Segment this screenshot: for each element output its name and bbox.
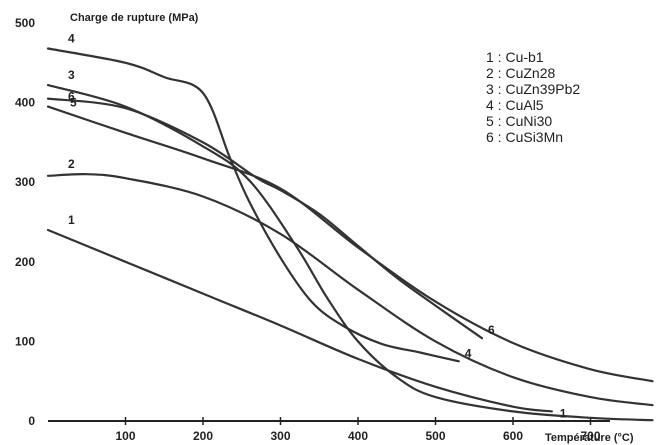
legend-entry: 6 : CuSi3Mn	[486, 129, 563, 145]
x-tick-label: 600	[503, 429, 523, 443]
series-line-5	[46, 105, 654, 383]
y-tick-label: 300	[15, 175, 35, 189]
y-axis-title: Charge de rupture (MPa)	[70, 12, 199, 24]
curve-start-label-1: 1	[68, 213, 75, 227]
series-line-3	[46, 84, 654, 422]
series-line-1	[46, 228, 553, 413]
y-tick-label: 200	[15, 255, 35, 269]
series-line-2	[46, 173, 654, 407]
curves-group	[46, 47, 654, 422]
curve-start-label-4: 4	[68, 31, 75, 45]
curve-start-label-6: 6	[68, 90, 75, 104]
curve-start-label-2: 2	[68, 157, 75, 171]
legend-entry: 4 : CuAl5	[486, 97, 544, 113]
legend-entry: 5 : CuNi30	[486, 113, 552, 129]
curve-end-label-1: 1	[560, 406, 567, 420]
x-tick-label: 400	[348, 429, 368, 443]
y-tick-label: 500	[15, 16, 35, 30]
x-tick-label: 300	[270, 429, 290, 443]
curve-end-label-6: 6	[488, 323, 495, 337]
legend-entry: 3 : CuZn39Pb2	[486, 81, 580, 97]
y-tick-label: 400	[15, 96, 35, 110]
curve-end-label-4: 4	[465, 346, 472, 360]
y-tick-label: 0	[28, 414, 35, 428]
y-tick-label: 100	[15, 334, 35, 348]
curve-start-label-3: 3	[68, 68, 75, 82]
x-axis-ticks: 100 200 300 400 500 600 700	[115, 417, 601, 443]
curve-start-label-5: 5	[70, 96, 77, 110]
y-axis-ticks: 0 100 200 300 400 500	[15, 16, 35, 428]
x-tick-label: 700	[580, 429, 600, 443]
curve-labels-group: 112233445566	[68, 31, 567, 420]
legend-entry: 2 : CuZn28	[486, 65, 555, 81]
x-tick-label: 200	[193, 429, 213, 443]
legend-entry: 1 : Cu-b1	[486, 49, 544, 65]
x-tick-label: 100	[115, 429, 135, 443]
series-line-4	[46, 47, 460, 363]
series-line-6	[46, 97, 484, 340]
x-tick-label: 500	[425, 429, 445, 443]
x-axis-title: Température (°C)	[545, 432, 634, 444]
